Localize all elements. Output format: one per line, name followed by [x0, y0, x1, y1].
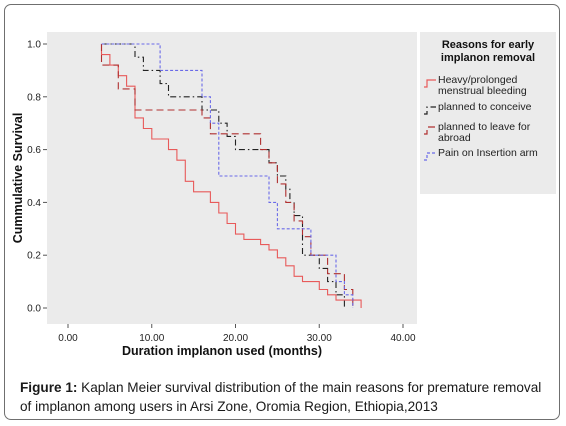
x-tick-label: 40.00: [390, 333, 415, 344]
km-survival-chart: 0.00 10.00 20.00 30.00 40.00 0.0 0.2 0.4 0.6 0.8 1…: [11, 32, 556, 358]
legend-title-line-1: Reasons for early: [442, 39, 535, 51]
y-tick-label: 0.6: [27, 145, 41, 156]
x-tick-label: 10.00: [139, 333, 164, 344]
y-tick-label: 0.2: [27, 251, 41, 262]
caption-label: Figure 1:: [20, 380, 78, 395]
series-line-3: [100, 44, 354, 308]
y-tick-label: 0.8: [27, 92, 41, 103]
legend-label: Heavy/prolonged: [438, 74, 518, 86]
legend-swatch: [424, 106, 436, 115]
figure-caption: Figure 1: Kaplan Meier survival distribu…: [20, 378, 550, 416]
legend-swatch: [424, 152, 436, 161]
x-tick-label: 30.00: [307, 333, 332, 344]
legend-label: abroad: [438, 132, 471, 144]
legend-label: planned to conceive: [438, 101, 532, 113]
x-tick-label: 0.00: [58, 333, 78, 344]
y-tick-label: 0.0: [27, 304, 41, 315]
legend-label: planned to leave for: [438, 121, 531, 133]
y-tick-label: 0.4: [27, 198, 41, 209]
legend-box: [420, 32, 556, 194]
axes-layer: 0.00 10.00 20.00 30.00 40.00 0.0 0.2 0.4 0.6 0.8 1…: [27, 40, 416, 345]
series-layer: [100, 43, 362, 308]
y-axis-label: Cummulative Survival: [11, 113, 25, 244]
legend-title-line-2: implanon removal: [441, 52, 535, 64]
plot-area: [47, 32, 417, 324]
legend-swatch: [424, 79, 436, 88]
series-line-4: [101, 43, 354, 308]
x-axis-label: Duration implanon used (months): [122, 344, 322, 358]
legend-swatch: [424, 126, 436, 135]
x-tick-label: 20.00: [223, 333, 248, 344]
legend-label: Pain on Insertion arm: [438, 147, 538, 159]
caption-text: Kaplan Meier survival distribution of th…: [20, 380, 542, 414]
y-tick-label: 1.0: [27, 40, 41, 51]
legend-label: menstrual bleeding: [438, 85, 527, 97]
